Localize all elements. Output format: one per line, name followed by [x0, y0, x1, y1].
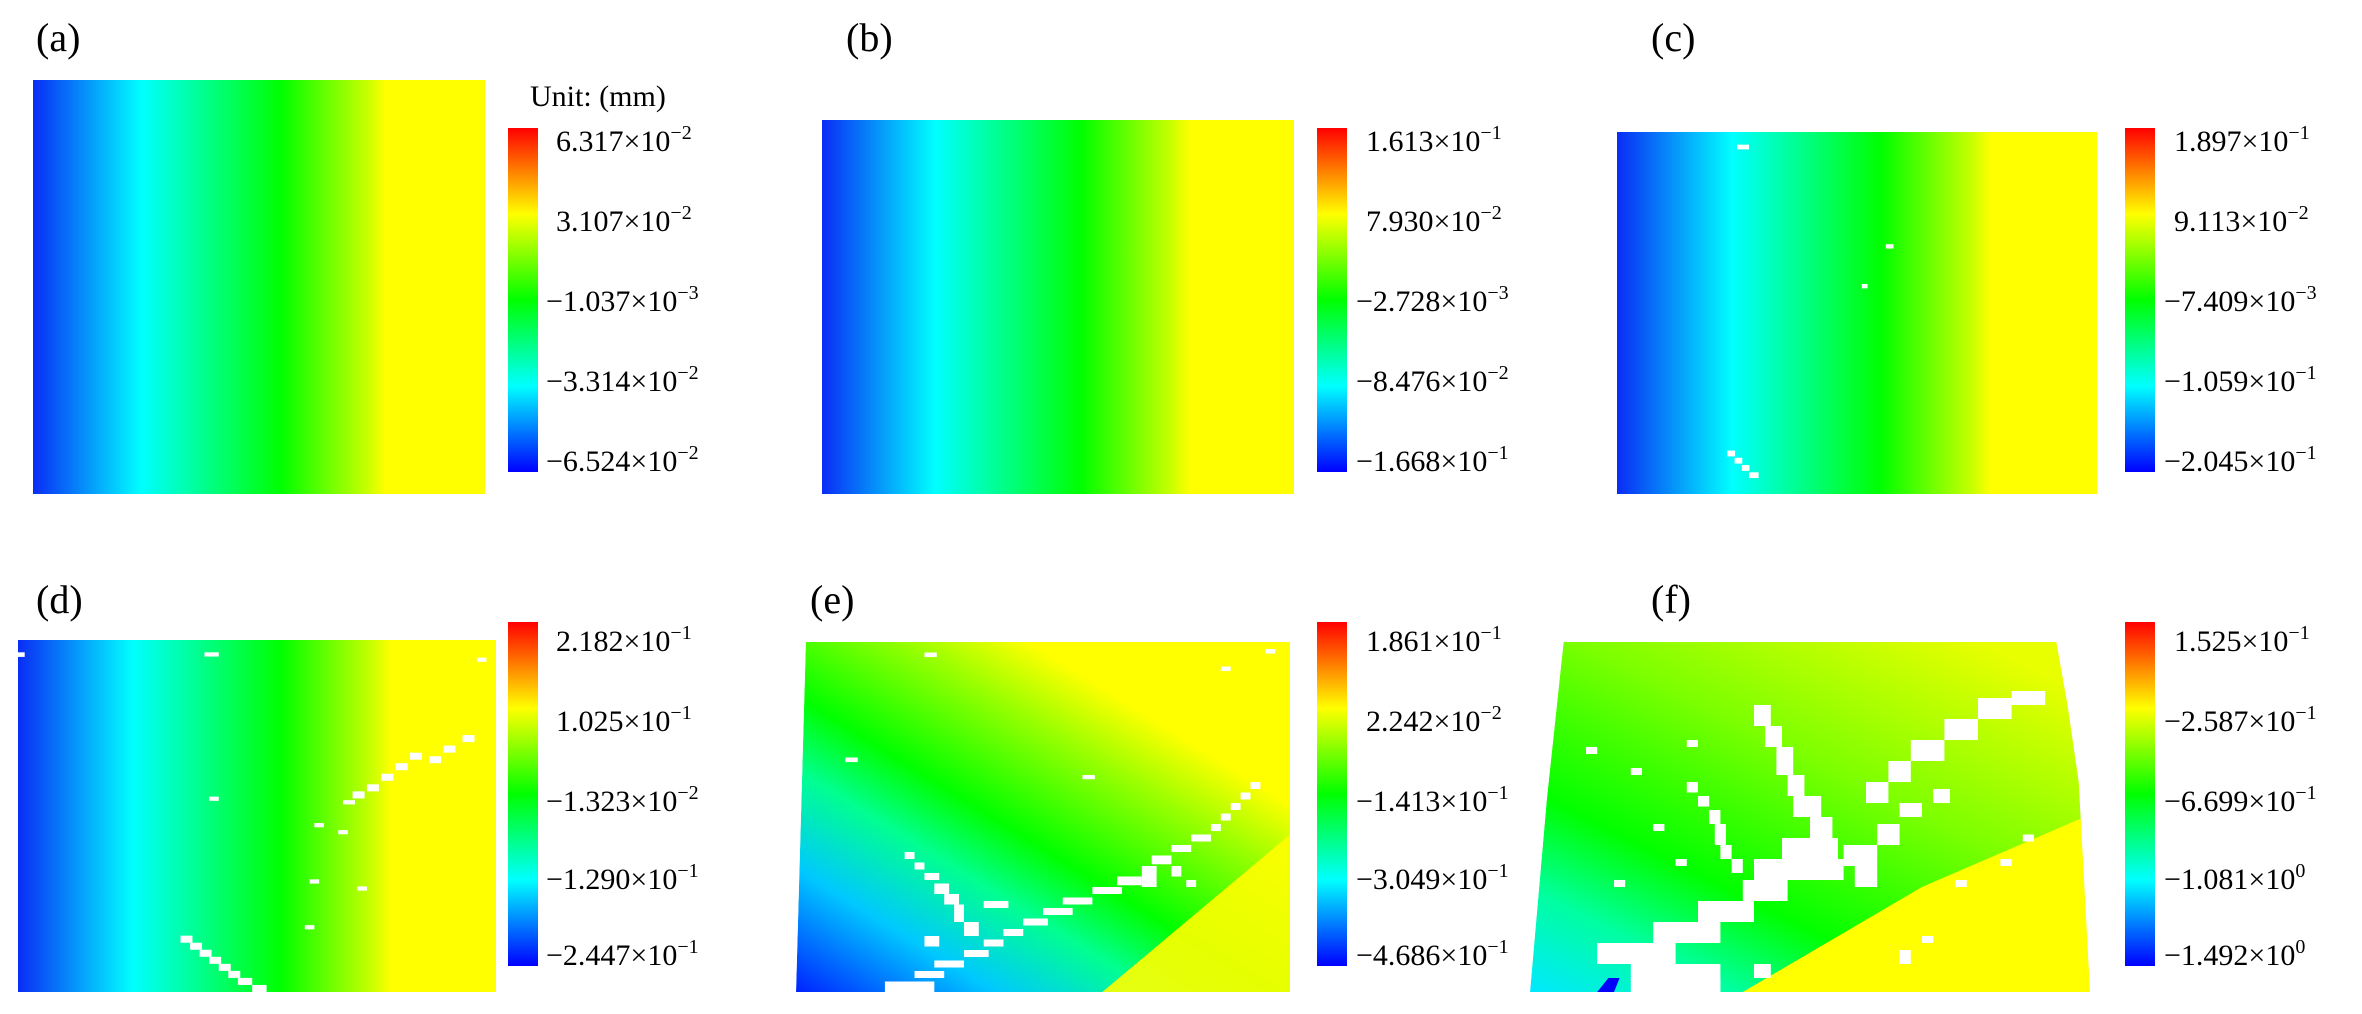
- field-plot-d: [18, 640, 496, 992]
- colorbar-tick: −7.409×10−3: [2164, 282, 2317, 318]
- colorbar-tick: −6.524×10−2: [546, 442, 699, 478]
- colorbar-tick: −1.059×10−1: [2164, 362, 2317, 398]
- colorbar-tick: −1.492×100: [2164, 936, 2306, 972]
- colorbar-gradient: [508, 622, 538, 966]
- colorbar-tick: −1.037×10−3: [546, 282, 699, 318]
- colorbar-f: [2125, 622, 2155, 966]
- colorbar-tick: −1.323×10−2: [546, 782, 699, 818]
- panel-label-f: (f): [1651, 577, 1691, 622]
- colorbar-tick: −3.049×10−1: [1356, 860, 1509, 896]
- colorbar-a: [508, 128, 538, 472]
- colorbar-gradient: [1317, 622, 1347, 966]
- colorbar-tick: 2.242×10−2: [1366, 702, 1502, 738]
- field-plot-b: [822, 120, 1294, 494]
- colorbar-tick: 1.613×10−1: [1366, 122, 1502, 158]
- colorbar-b: [1317, 128, 1347, 472]
- colorbar-tick: 3.107×10−2: [556, 202, 692, 238]
- colorbar-tick: 9.113×10−2: [2174, 202, 2309, 238]
- colorbar-tick: 1.861×10−1: [1366, 622, 1502, 658]
- field-plot-f: [1530, 642, 2090, 992]
- colorbar-tick: 7.930×10−2: [1366, 202, 1502, 238]
- field-plot-a: [33, 80, 485, 494]
- colorbar-tick: 2.182×10−1: [556, 622, 692, 658]
- colorbar-tick: −8.476×10−2: [1356, 362, 1509, 398]
- colorbar-tick: 6.317×10−2: [556, 122, 692, 158]
- panel-label-b: (b): [846, 15, 893, 60]
- colorbar-gradient: [2125, 622, 2155, 966]
- panel-label-c: (c): [1651, 15, 1696, 60]
- colorbar-tick: −2.447×10−1: [546, 936, 699, 972]
- colorbar-tick: −1.081×100: [2164, 860, 2306, 896]
- panel-label-a: (a): [36, 15, 81, 60]
- colorbar-tick: −3.314×10−2: [546, 362, 699, 398]
- field-plot-e: [796, 642, 1290, 992]
- colorbar-tick: −1.668×10−1: [1356, 442, 1509, 478]
- colorbar-tick: 1.025×10−1: [556, 702, 692, 738]
- colorbar-tick: −1.413×10−1: [1356, 782, 1509, 818]
- colorbar-tick: −2.587×10−1: [2164, 702, 2317, 738]
- colorbar-gradient: [1317, 128, 1347, 472]
- colorbar-tick: 1.525×10−1: [2174, 622, 2310, 658]
- colorbar-d: [508, 622, 538, 966]
- colorbar-tick: −1.290×10−1: [546, 860, 699, 896]
- colorbar-tick: −2.728×10−3: [1356, 282, 1509, 318]
- colorbar-tick: −4.686×10−1: [1356, 936, 1509, 972]
- field-plot-c: [1617, 132, 2097, 494]
- panel-label-e: (e): [810, 577, 855, 622]
- unit-label: Unit: (mm): [530, 80, 666, 113]
- colorbar-gradient: [508, 128, 538, 472]
- colorbar-tick: 1.897×10−1: [2174, 122, 2310, 158]
- colorbar-tick: −2.045×10−1: [2164, 442, 2317, 478]
- colorbar-c: [2125, 128, 2155, 472]
- colorbar-gradient: [2125, 128, 2155, 472]
- colorbar-tick: −6.699×10−1: [2164, 782, 2317, 818]
- colorbar-e: [1317, 622, 1347, 966]
- panel-label-d: (d): [36, 577, 83, 622]
